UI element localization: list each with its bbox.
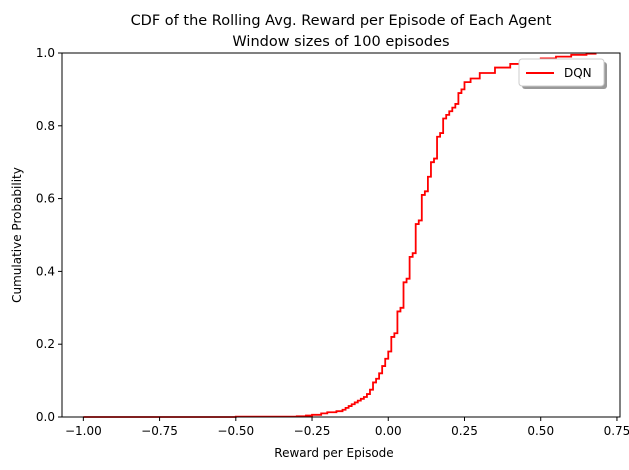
y-axis-label: Cumulative Probability bbox=[10, 167, 24, 303]
x-tick-label: −0.75 bbox=[141, 424, 178, 438]
x-tick-label: 0.75 bbox=[604, 424, 629, 438]
x-tick-label: −1.00 bbox=[65, 424, 102, 438]
series-layer bbox=[83, 52, 597, 418]
y-tick-label: 0.6 bbox=[36, 192, 55, 206]
series-line-dqn bbox=[83, 52, 597, 418]
x-tick-label: 0.00 bbox=[375, 424, 402, 438]
x-tick-label: −0.25 bbox=[294, 424, 331, 438]
y-tick-label: 1.0 bbox=[36, 46, 55, 60]
y-tick-label: 0.4 bbox=[36, 264, 55, 278]
x-axis: −1.00 −0.75 −0.50 −0.25 0.00 0.25 0.50 0.75 bbox=[65, 417, 629, 438]
y-tick-label: 0.8 bbox=[36, 119, 55, 133]
legend-box bbox=[518, 58, 605, 87]
plot-area bbox=[61, 52, 621, 418]
y-tick-label: 0.2 bbox=[36, 337, 55, 351]
legend-label-dqn: DQN bbox=[564, 66, 592, 80]
x-axis-label: Reward per Episode bbox=[274, 446, 393, 460]
plot-background bbox=[62, 53, 620, 417]
legend: DQN bbox=[518, 58, 607, 89]
chart-subtitle: Window sizes of 100 episodes bbox=[232, 34, 449, 50]
x-tick-label: 0.50 bbox=[527, 424, 554, 438]
plot-frame bbox=[61, 52, 621, 418]
y-tick-label: 0.0 bbox=[36, 410, 55, 424]
x-tick-label: −0.50 bbox=[217, 424, 254, 438]
chart-title: CDF of the Rolling Avg. Reward per Episo… bbox=[131, 13, 552, 29]
y-axis: 0.0 0.2 0.4 0.6 0.8 1.0 bbox=[36, 46, 62, 424]
x-tick-label: 0.25 bbox=[451, 424, 478, 438]
